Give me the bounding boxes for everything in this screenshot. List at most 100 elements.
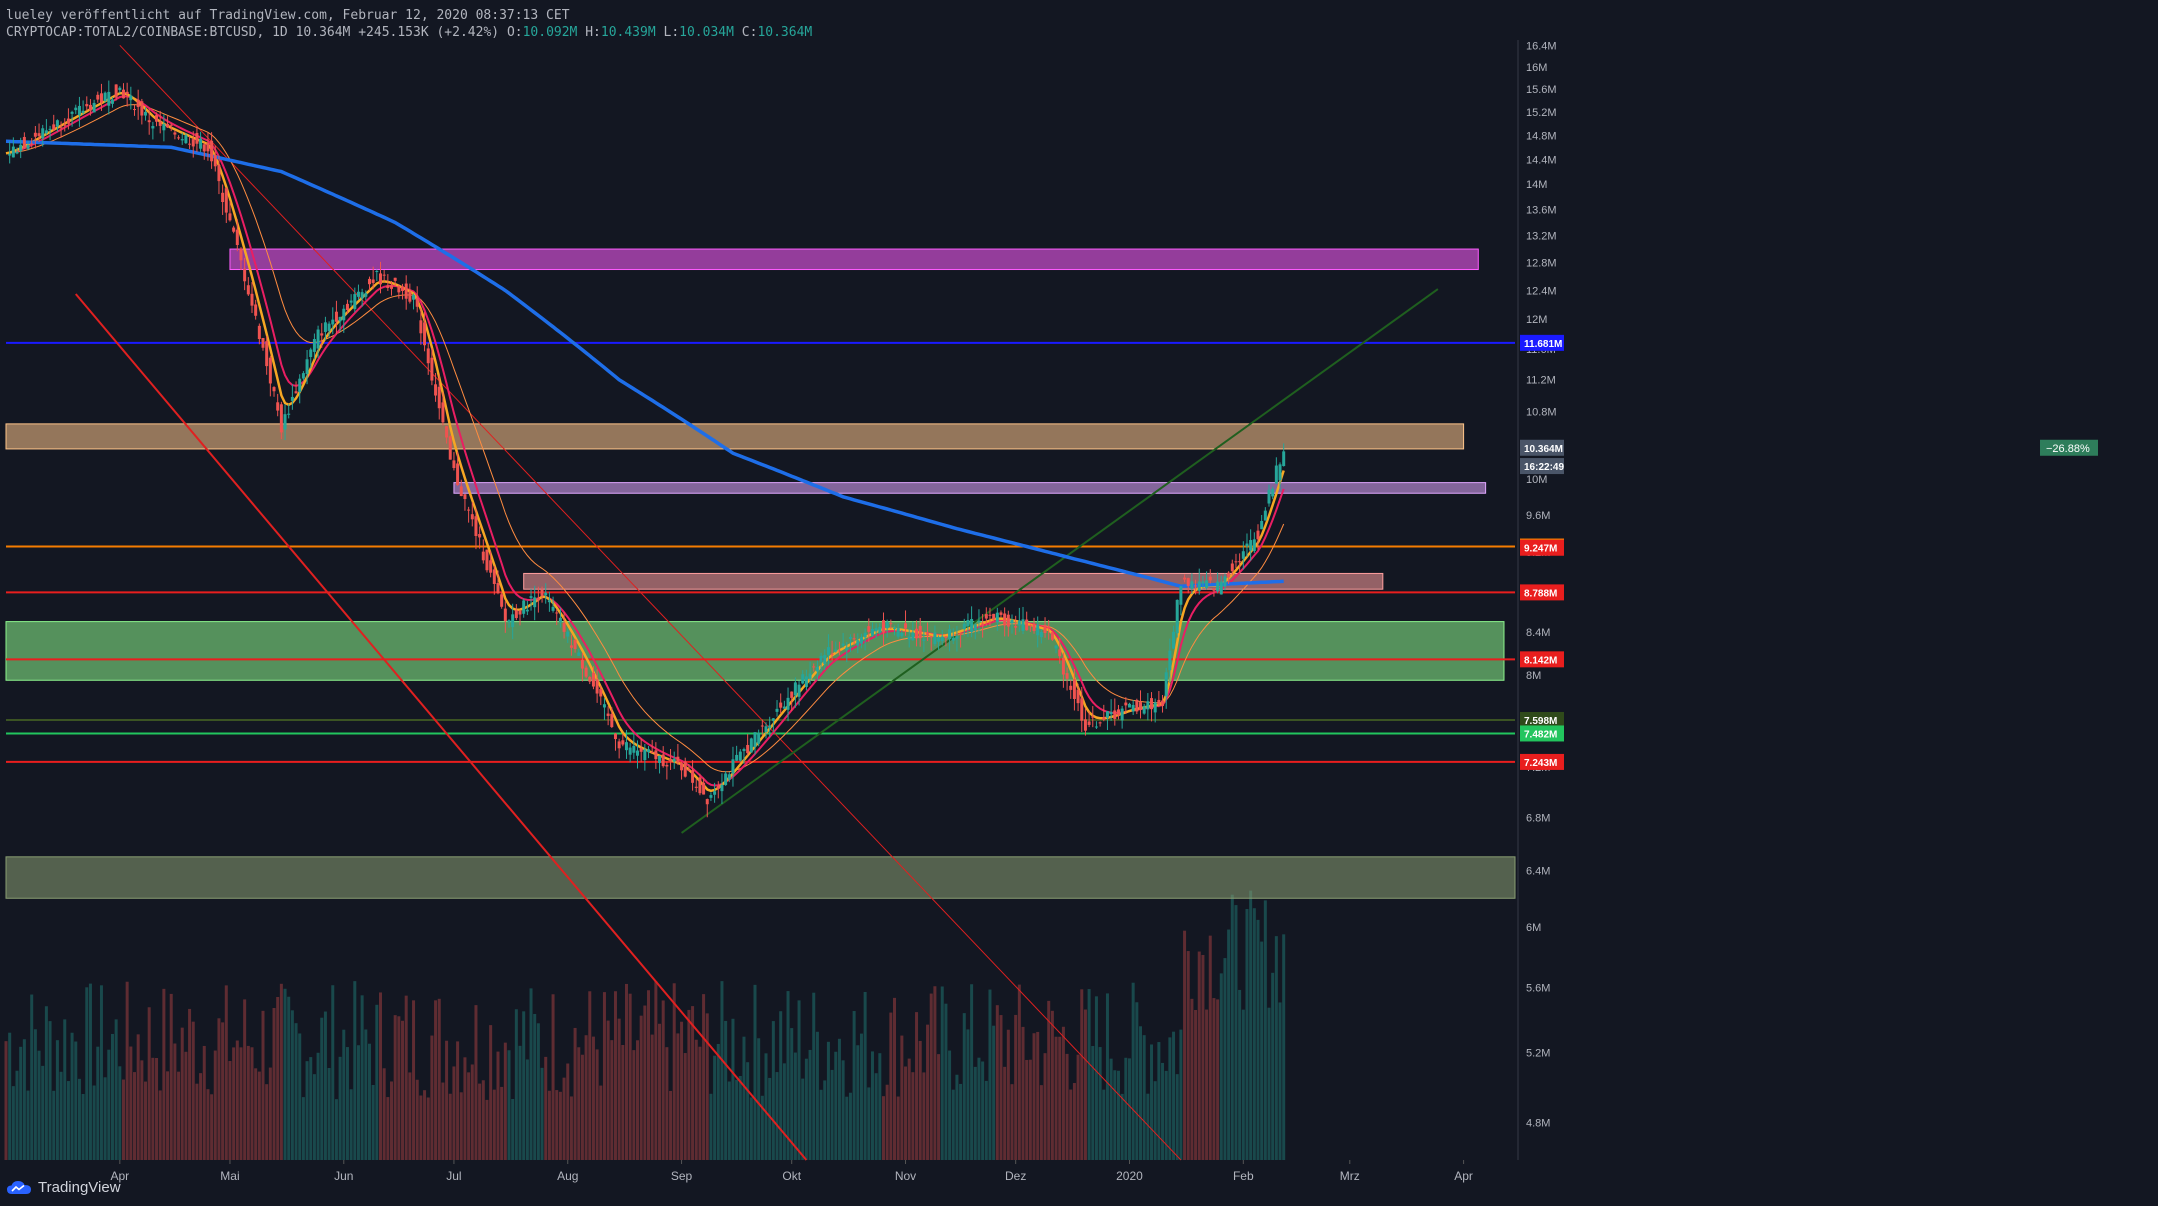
volume-bar [540,1067,544,1160]
volume-bar [415,1079,419,1160]
candle-body [1190,581,1194,589]
volume-bar [1223,958,1227,1160]
volume-bar [962,1013,966,1160]
volume-bar [195,1083,199,1160]
volume-bar [874,1073,878,1160]
volume-bar [713,1055,717,1160]
candle-body [771,718,775,721]
candle-body [268,357,272,384]
volume-bar [140,1060,144,1160]
volume-bar [1271,972,1275,1160]
candle-body [823,655,827,664]
candle-body [213,154,217,167]
volume-bar [133,1072,137,1160]
volume-bar [386,1097,390,1160]
candle-body [26,145,30,149]
symbol-name[interactable]: CRYPTOCAP:TOTAL2/COINBASE:BTCUSD, 1D [6,25,288,40]
volume-bar [136,1034,140,1160]
candle-body [874,628,878,632]
high-label: H: [585,25,601,40]
candle-body [1197,581,1201,591]
volume-bar [1161,1062,1165,1160]
volume-bar [731,1018,735,1160]
volume-bar [1080,989,1084,1160]
x-tick-label: Mai [220,1169,239,1183]
candle-body [1120,708,1124,721]
candle-body [63,124,67,126]
candle-body [1227,572,1231,578]
volume-bar [448,1093,452,1160]
volume-bar [900,1035,904,1160]
volume-bar [617,1018,621,1160]
candle-body [525,609,529,612]
volume-bar [1120,1093,1124,1160]
x-tick-label: Jun [334,1169,353,1183]
candle-body [577,652,581,656]
candle-body [55,120,59,127]
candle-body [500,594,504,607]
publisher-line: lueley veröffentlicht auf TradingView.co… [6,8,570,23]
volume-bar [577,1047,581,1160]
volume-bar [1065,1053,1069,1160]
x-tick-label: Okt [782,1169,801,1183]
volume-bar [110,1033,114,1160]
volume-bar [1238,989,1242,1160]
volume-bar [1274,936,1278,1160]
candle-body [977,620,981,623]
candle-body [658,755,662,763]
candle-body [973,624,977,631]
volume-bar [1267,1007,1271,1160]
volume-bar [4,1041,8,1160]
volume-bar [834,1051,838,1160]
volume-bar [342,1029,346,1160]
candle-body [276,402,280,411]
candle-body [294,391,298,394]
volume-bar [125,981,129,1160]
candle-body [1219,581,1223,595]
zone-4 [5,621,1505,681]
tradingview-logo[interactable]: TradingView [6,1179,121,1196]
volume-bar [926,1024,930,1160]
volume-bar [591,1036,595,1160]
zone-3 [523,572,1384,590]
candle-body [1194,585,1198,587]
trendlines-layer [74,44,1439,1161]
volume-bar [144,1081,148,1160]
candle-body [602,704,606,708]
candle-body [151,125,155,129]
zone-0 [229,248,1479,271]
volume-bar [470,1064,474,1160]
candle-body [121,89,125,99]
volume-bar [474,1005,478,1160]
candles-layer [8,80,1286,818]
y-tick-label: 11.2M [1526,375,1556,387]
volume-bar [1245,909,1249,1160]
volume-bar [382,1068,386,1160]
candle-body [309,349,313,358]
candle-body [1256,530,1260,540]
candle-body [1142,706,1146,714]
candle-body [636,750,640,756]
candle-body [85,104,89,107]
volume-bar [819,1089,823,1160]
candle-body [44,130,48,134]
candle-body [562,622,566,632]
volume-bar [1124,1057,1128,1160]
volume-bar [70,1032,74,1160]
candle-body [915,628,919,639]
volume-bar [404,995,408,1160]
price-marker-box [1520,458,1564,475]
candle-body [228,213,232,221]
volume-bar [492,1089,496,1160]
candle-body [834,649,838,652]
candle-body [331,319,335,325]
x-tick-label: Mrz [1340,1169,1360,1183]
volume-bar [1205,1009,1209,1160]
volume-bar [544,1056,548,1160]
volume-bar [22,1039,26,1160]
zone-5 [5,856,1516,899]
volume-bar [1175,1074,1179,1160]
candle-body [445,426,449,438]
candle-body [129,95,133,101]
